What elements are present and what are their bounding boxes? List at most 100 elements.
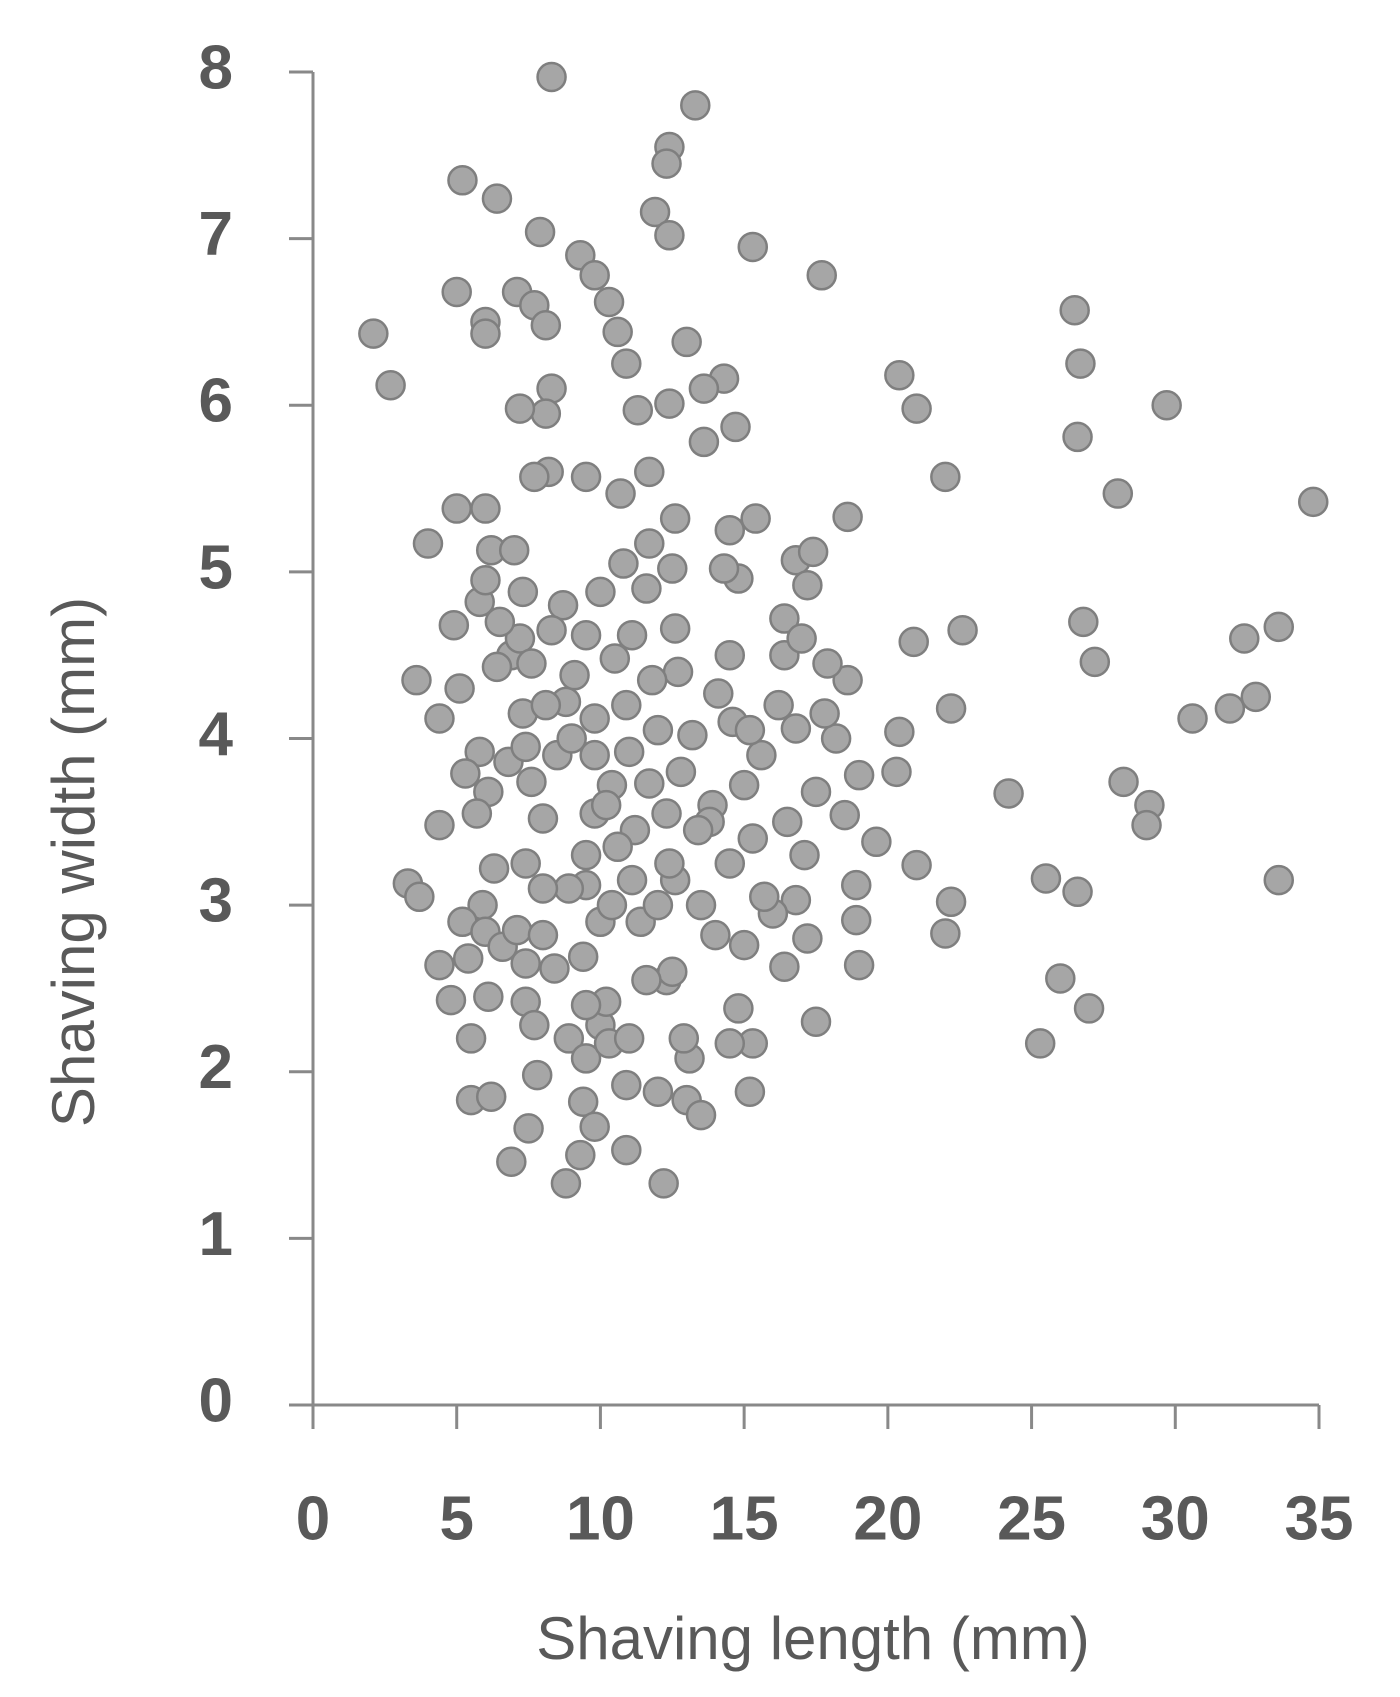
point: [496, 1146, 527, 1177]
point: [602, 831, 633, 863]
point: [898, 626, 929, 658]
x-tick-label: 5: [439, 1484, 473, 1553]
point: [611, 689, 642, 721]
point: [504, 623, 536, 654]
point: [438, 609, 470, 641]
point: [1062, 876, 1093, 908]
point: [769, 603, 800, 634]
point: [579, 703, 610, 734]
point: [504, 393, 536, 424]
point: [1131, 809, 1162, 841]
point: [631, 964, 662, 996]
point: [884, 716, 915, 748]
point: [1298, 486, 1329, 518]
point: [809, 698, 840, 729]
point: [1045, 963, 1076, 994]
point: [651, 148, 682, 179]
point: [714, 639, 746, 671]
point: [441, 493, 472, 524]
point: [659, 613, 691, 644]
point: [631, 573, 662, 604]
x-tick-label: 35: [1285, 1484, 1354, 1553]
point: [484, 606, 516, 638]
point: [602, 316, 633, 348]
point: [642, 889, 674, 921]
point: [829, 799, 860, 831]
point: [930, 918, 961, 949]
point: [596, 889, 628, 921]
point: [452, 943, 484, 974]
point: [840, 869, 872, 901]
point: [634, 456, 665, 488]
point: [714, 848, 746, 879]
point: [993, 778, 1024, 809]
point: [553, 1023, 585, 1054]
point: [1214, 693, 1246, 724]
point: [685, 889, 717, 921]
point: [1177, 703, 1208, 734]
point: [464, 736, 495, 768]
point: [651, 798, 682, 829]
point: [763, 689, 794, 721]
point: [424, 809, 455, 841]
point: [688, 426, 720, 458]
point: [639, 196, 671, 228]
point: [840, 904, 872, 936]
point: [510, 948, 541, 979]
point: [616, 864, 648, 896]
point: [475, 1081, 507, 1112]
point: [579, 739, 610, 771]
x-axis-title: Shaving length (mm): [536, 1605, 1090, 1672]
point: [536, 614, 567, 646]
point: [567, 1086, 599, 1117]
point: [792, 923, 823, 954]
point: [447, 165, 478, 196]
point: [530, 310, 562, 341]
point: [611, 348, 642, 379]
point: [703, 678, 734, 709]
point: [613, 1023, 645, 1054]
point: [1229, 623, 1260, 654]
point: [737, 231, 769, 263]
point: [723, 993, 754, 1024]
point: [1073, 993, 1105, 1024]
y-tick-label: 0: [199, 1366, 233, 1435]
point: [470, 564, 501, 596]
point: [1240, 681, 1272, 713]
point: [832, 664, 863, 696]
point: [861, 826, 892, 858]
point: [772, 806, 803, 838]
point: [935, 693, 967, 724]
point: [740, 503, 771, 534]
x-tick-label: 15: [710, 1484, 779, 1553]
point: [556, 723, 587, 754]
point: [881, 756, 912, 788]
point: [688, 373, 720, 404]
point: [746, 739, 777, 771]
y-tick-label: 4: [199, 700, 234, 769]
point: [708, 553, 740, 584]
point: [737, 823, 769, 854]
point: [1059, 295, 1090, 326]
point: [570, 619, 602, 651]
point: [570, 839, 602, 871]
point: [519, 1009, 550, 1041]
point: [780, 713, 812, 744]
point: [734, 1076, 766, 1107]
point: [579, 260, 610, 291]
point: [599, 643, 631, 674]
y-axis-title: Shaving width (mm): [40, 597, 107, 1127]
point: [901, 849, 932, 881]
point: [590, 789, 622, 821]
point: [519, 461, 550, 493]
point: [1263, 864, 1295, 896]
point: [530, 689, 562, 721]
point: [530, 398, 562, 429]
point: [622, 394, 654, 426]
point: [608, 548, 639, 579]
y-tick-label: 6: [199, 367, 233, 436]
point: [820, 723, 852, 754]
point: [680, 90, 711, 121]
